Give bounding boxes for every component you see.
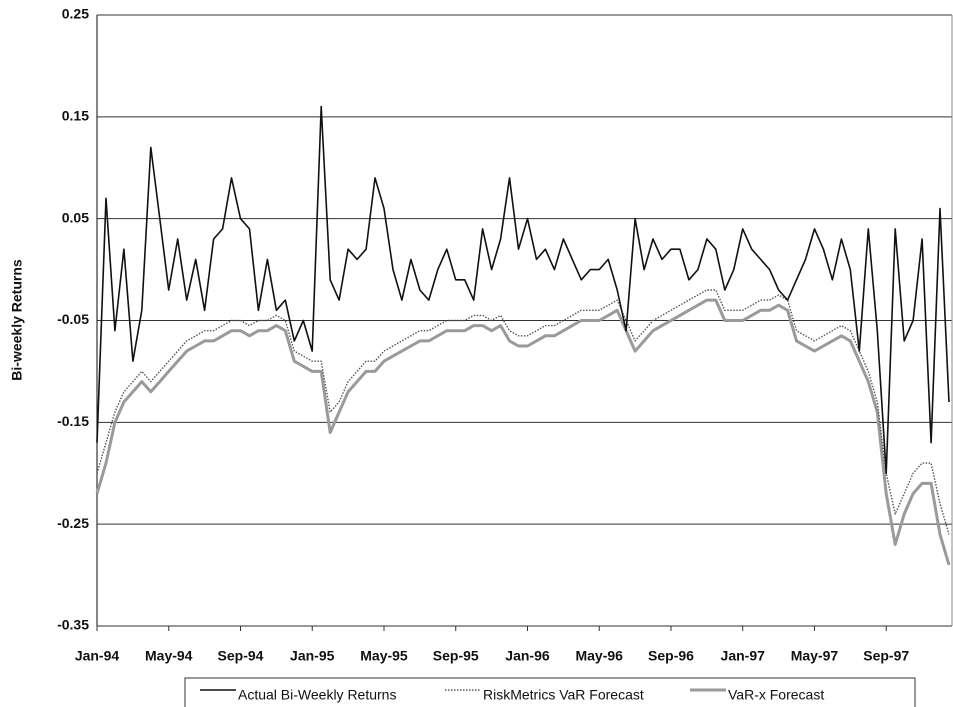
y-tick-label: -0.15 <box>57 413 89 429</box>
x-tick-label: Sep-97 <box>863 648 909 664</box>
series-line <box>96 289 950 535</box>
y-tick-label: -0.05 <box>57 311 89 327</box>
series-line <box>95 298 951 566</box>
x-tick-label: Jan-95 <box>290 648 335 664</box>
y-tick-label: 0.15 <box>62 108 89 124</box>
x-tick-label: Jan-94 <box>75 648 120 664</box>
x-tick-label: May-96 <box>575 648 623 664</box>
legend-box <box>184 677 916 707</box>
y-tick-label: -0.35 <box>57 617 89 633</box>
series-line <box>96 105 950 475</box>
legend-label: Actual Bi-Weekly Returns <box>238 687 396 703</box>
y-tick-label: 0.25 <box>62 6 89 22</box>
y-tick-label: 0.05 <box>62 209 89 225</box>
x-tick-label: Jan-97 <box>721 648 766 664</box>
y-tick-label: -0.25 <box>57 515 89 531</box>
x-tick-label: May-95 <box>360 648 408 664</box>
legend-label: RiskMetrics VaR Forecast <box>483 687 644 703</box>
y-axis-label: Bi-weekly Returns <box>9 259 25 381</box>
x-tick-label: May-94 <box>145 648 193 664</box>
x-tick-label: Jan-96 <box>505 648 550 664</box>
legend-label: VaR-x Forecast <box>728 687 824 703</box>
x-tick-label: Sep-94 <box>218 648 264 664</box>
x-tick-label: Sep-96 <box>648 648 694 664</box>
x-tick-label: Sep-95 <box>433 648 479 664</box>
x-tick-label: May-97 <box>791 648 839 664</box>
